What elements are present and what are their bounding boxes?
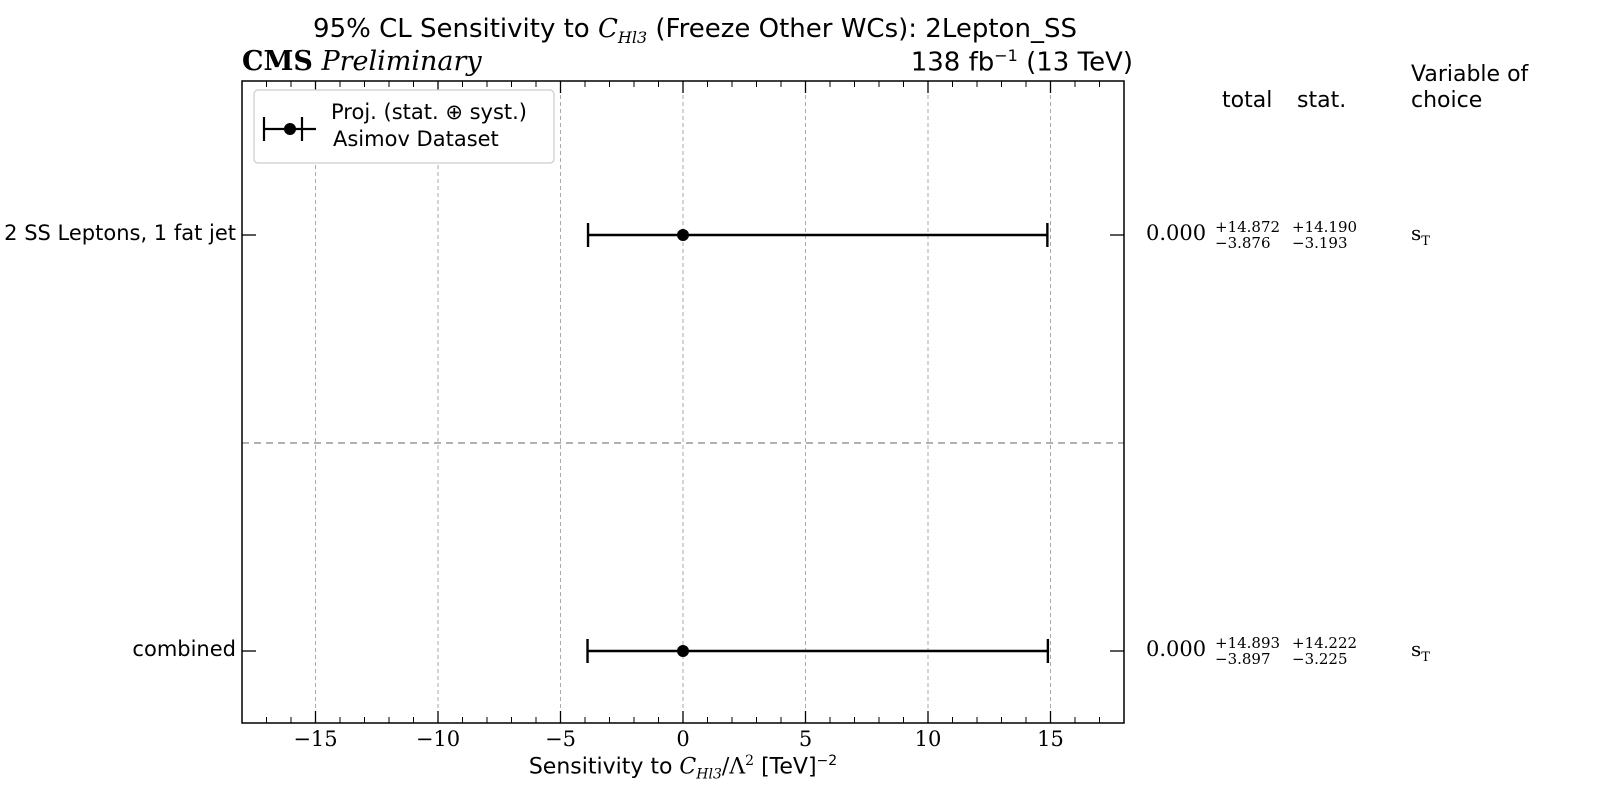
x-tick-label: −10 — [415, 727, 461, 751]
axis-ticks — [242, 81, 1124, 723]
legend-frame — [253, 89, 555, 164]
x-tick-label: 10 — [914, 727, 942, 751]
x-tick-label: −5 — [545, 727, 576, 751]
total-error-down: −3.897 — [1215, 650, 1271, 668]
legend-marker — [262, 117, 316, 141]
x-tick-label: −15 — [293, 727, 338, 751]
total-error-up: +14.872 — [1215, 218, 1281, 236]
central-value: 0.000 — [1146, 637, 1207, 661]
stat-error-down: −3.225 — [1292, 650, 1348, 668]
stat-error-up: +14.222 — [1292, 634, 1358, 652]
x-axis-label: Sensitivity to CHl3/Λ2 [TeV]−2 — [528, 753, 838, 783]
lumi-label: 138 fb−1 (13 TeV) — [910, 46, 1133, 78]
category-label: combined — [132, 637, 236, 661]
legend-label-line1: Proj. (stat. ⊕ syst.) — [331, 100, 528, 124]
plot-frame — [241, 80, 1125, 724]
data-point — [677, 645, 689, 657]
grid-lines — [315, 81, 1051, 723]
x-tick-label: 15 — [1037, 727, 1064, 751]
x-tick-label: 5 — [798, 727, 813, 751]
stat-column-header: stat. — [1297, 88, 1347, 113]
stat-error-down: −3.193 — [1292, 234, 1348, 252]
experiment-label: CMS Preliminary — [242, 46, 482, 77]
stat-error-up: +14.190 — [1292, 218, 1358, 236]
data-marks — [586, 223, 1050, 663]
category-label: 2 SS Leptons, 1 fat jet — [4, 221, 236, 245]
total-error-up: +14.893 — [1215, 634, 1281, 652]
variable-label: sT — [1411, 637, 1430, 665]
legend-label-line2: Asimov Dataset — [333, 127, 499, 151]
variable-column-header-line2: choice — [1411, 88, 1483, 113]
variable-label: sT — [1411, 221, 1430, 249]
variable-column-header-line1: Variable of — [1411, 62, 1529, 87]
total-error-down: −3.876 — [1215, 234, 1271, 252]
chart-title: 95% CL Sensitivity to CHl3 (Freeze Other… — [313, 14, 1077, 48]
x-tick-label: 0 — [676, 727, 690, 751]
data-point — [677, 229, 689, 241]
total-column-header: total — [1222, 88, 1273, 113]
central-value: 0.000 — [1146, 221, 1207, 245]
legend-box — [253, 89, 555, 164]
